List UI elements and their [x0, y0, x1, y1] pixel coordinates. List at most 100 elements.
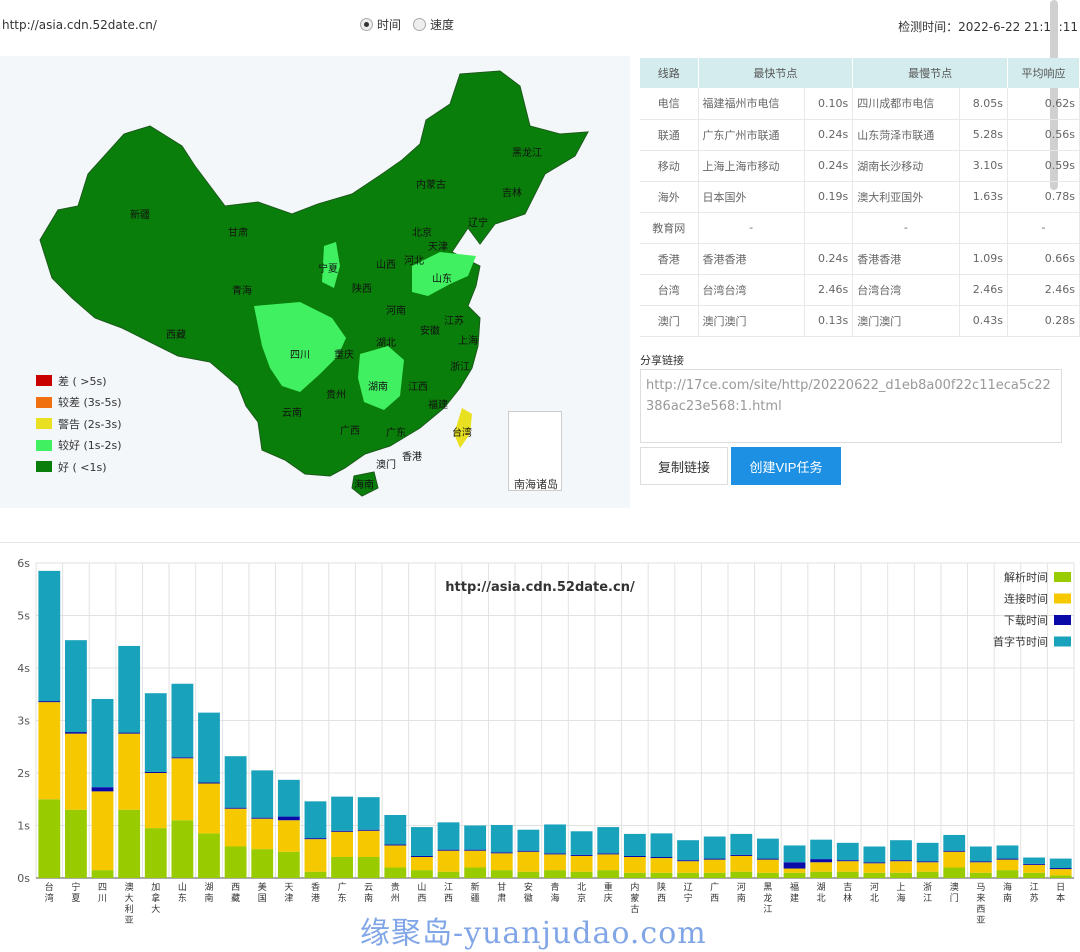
- bar-segment: [836, 860, 859, 862]
- bar-segment: [943, 867, 966, 878]
- cell-slow-node: -: [852, 212, 960, 244]
- province-label: 广西: [340, 426, 360, 437]
- header-average: 平均响应: [1007, 58, 1080, 88]
- bar-segment: [703, 872, 726, 878]
- cell-slow-node: 香港香港: [852, 243, 960, 275]
- cell-avg-time: 2.46s: [1007, 274, 1080, 306]
- bar-segment: [384, 815, 407, 845]
- bar-segment: [224, 808, 247, 847]
- south-sea-label: 南海诸岛: [514, 478, 558, 491]
- x-tick-label: 四川: [98, 883, 107, 904]
- bar-segment: [757, 872, 779, 878]
- table-row: 台湾 台湾台湾 2.46s 台湾台湾 2.46s 2.46s: [640, 274, 1080, 306]
- bar-segment: [623, 833, 646, 856]
- bar-segment: [677, 872, 699, 878]
- province-label: 海南: [354, 480, 374, 491]
- bar-segment: [570, 854, 593, 856]
- province-label: 湖北: [376, 338, 396, 349]
- bar-segment: [810, 859, 833, 863]
- bar-segment: [411, 857, 433, 871]
- region-hunan: [358, 346, 404, 410]
- radio-speed-indicator[interactable]: [413, 18, 427, 31]
- province-label: 福建: [428, 400, 448, 411]
- radio-time-indicator[interactable]: [360, 18, 373, 31]
- bar-segment: [65, 640, 87, 733]
- header-slowest: 最慢节点: [852, 58, 1008, 88]
- cell-slow-node: 四川成都市电信: [852, 88, 960, 120]
- cell-slow-node: 山东菏泽市联通: [852, 119, 960, 151]
- share-link-label: 分享链接: [640, 354, 684, 367]
- bar-segment: [304, 839, 327, 872]
- china-map: 南海诸岛 黑龙江 吉林 辽宁 内蒙古 新疆 甘肃 青海 西藏 宁夏 山西 河北 北京 天津 山东 陕西 河南江…: [0, 56, 630, 508]
- bar-segment: [331, 831, 353, 857]
- bar-segment: [597, 827, 620, 854]
- bar-segment: [38, 799, 61, 878]
- cell-line: 香港: [640, 243, 699, 275]
- bar-segment: [357, 797, 380, 830]
- bar-segment: [916, 842, 939, 862]
- x-tick-label: 上海: [896, 882, 905, 904]
- x-tick-label: 澳大利亚: [125, 881, 134, 926]
- cell-slow-node: 澳门澳门: [852, 305, 960, 337]
- bar-segment: [916, 871, 939, 878]
- bar-segment: [198, 833, 220, 878]
- x-tick-label: 澳门: [950, 881, 959, 904]
- table-row: 联通 广东广州市联通 0.24s 山东菏泽市联通 5.28s 0.56s: [640, 119, 1080, 151]
- bar-segment: [544, 854, 566, 871]
- x-tick-label: 云南: [364, 883, 373, 904]
- copy-link-button[interactable]: 复制链接: [640, 447, 728, 485]
- legend-swatch: [36, 439, 52, 451]
- legend-label: 较好 (1s-2s): [58, 439, 122, 453]
- cell-slow-time: [959, 212, 1008, 244]
- cell-avg-time: 0.28s: [1007, 305, 1080, 337]
- bar-segment: [277, 816, 300, 821]
- bar-segment: [171, 758, 194, 821]
- bar-segment: [464, 850, 487, 868]
- cell-avg-time: 0.59s: [1007, 150, 1080, 182]
- cell-fast-time: [804, 212, 854, 244]
- share-link-field[interactable]: http://17ce.com/site/http/20220622_d1eb8…: [640, 369, 1062, 443]
- create-vip-task-button[interactable]: 创建VIP任务: [731, 447, 841, 485]
- y-tick-label: 3s: [17, 715, 30, 728]
- cell-line: 电信: [640, 88, 699, 120]
- chart-legend-swatch: [1054, 593, 1071, 604]
- bar-segment: [437, 822, 460, 850]
- bar-segment: [38, 701, 61, 703]
- bar-segment: [863, 846, 886, 863]
- bar-segment: [118, 732, 141, 734]
- province-label: 天津: [428, 242, 448, 253]
- radio-speed-label: 速度: [430, 18, 455, 32]
- bar-segment: [703, 859, 726, 873]
- cell-fast-node: 香港香港: [698, 243, 805, 275]
- radio-time[interactable]: 时间: [360, 16, 401, 33]
- bar-segment: [730, 871, 753, 878]
- bar-segment: [384, 867, 407, 878]
- cell-line: 联通: [640, 119, 699, 151]
- bar-segment: [437, 871, 460, 878]
- cell-slow-time: 2.46s: [959, 274, 1008, 306]
- x-tick-label: 宁夏: [71, 881, 80, 904]
- province-label: 宁夏: [318, 264, 338, 275]
- table-row: 电信 福建福州市电信 0.10s 四川成都市电信 8.05s 0.62s: [640, 88, 1080, 120]
- bar-segment: [890, 860, 912, 862]
- cell-slow-time: 1.09s: [959, 243, 1008, 275]
- table-body: 电信 福建福州市电信 0.10s 四川成都市电信 8.05s 0.62s 联通 广东广州市联通…: [640, 88, 1080, 337]
- chart-legend-label: 解析时间: [1004, 570, 1048, 584]
- x-tick-label: 辽宁: [684, 882, 693, 904]
- cell-fast-time: 0.24s: [804, 150, 854, 182]
- bar-segment: [118, 809, 141, 878]
- bar-segment: [810, 862, 833, 872]
- bar-segment: [863, 863, 886, 873]
- radio-speed[interactable]: 速度: [413, 16, 454, 33]
- province-label: 台湾: [452, 428, 472, 439]
- legend-label: 好 ( <1s): [58, 460, 107, 474]
- table-header-row: 线路 最快节点 最慢节点 平均响应: [640, 58, 1080, 88]
- cell-slow-time: 3.10s: [959, 150, 1008, 182]
- cell-fast-node: 澳门澳门: [698, 305, 805, 337]
- cell-slow-node: 台湾台湾: [852, 274, 960, 306]
- province-label: 青海: [232, 286, 252, 297]
- bar-segment: [224, 756, 247, 808]
- chart-legend-swatch: [1054, 636, 1071, 647]
- bar-segment: [490, 824, 513, 853]
- y-tick-label: 2s: [17, 767, 30, 780]
